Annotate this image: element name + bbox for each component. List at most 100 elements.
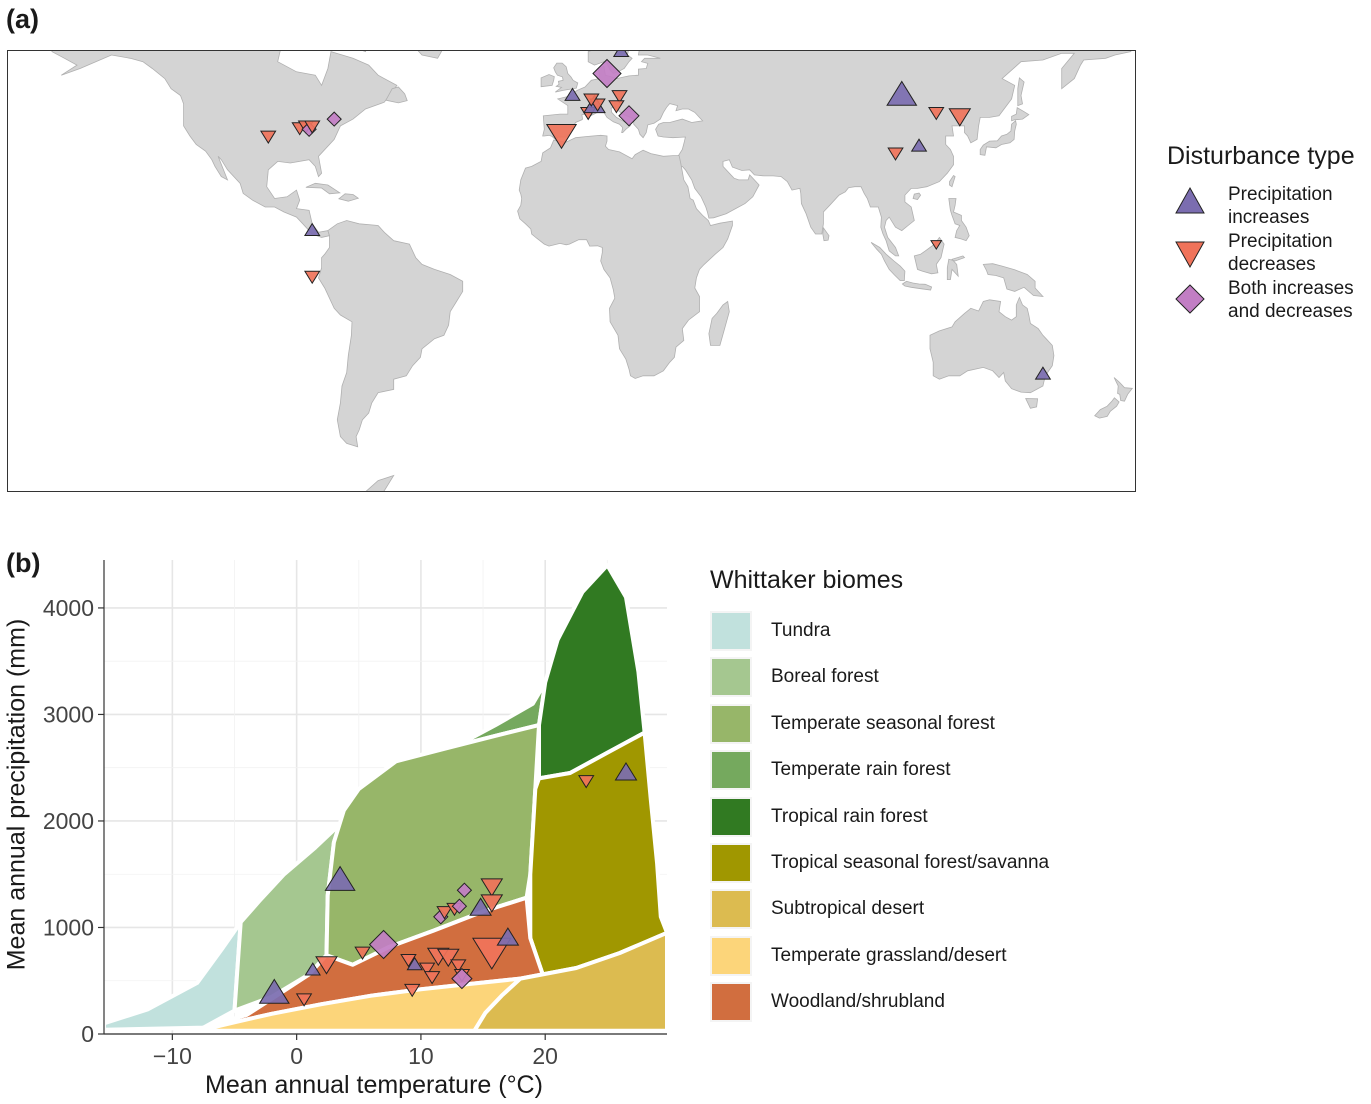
landmass-antarctica-peninsula xyxy=(365,474,395,491)
legend-item-decrease: Precipitation decreases xyxy=(1228,230,1333,276)
biome-legend-swatch xyxy=(712,705,750,742)
biome-legend-label: Temperate grassland/desert xyxy=(771,944,1007,966)
biome-legend-title: Whittaker biomes xyxy=(710,566,904,594)
landmass-hainan xyxy=(912,192,922,200)
landmass-cuba xyxy=(305,182,341,195)
landmass-north-america xyxy=(51,51,398,238)
biome-regions xyxy=(102,563,669,1033)
y-tick-label-3: 3000 xyxy=(43,701,94,727)
data-point-3 xyxy=(315,956,338,975)
biome-tropical-rain-forest xyxy=(537,563,647,781)
landmass-sakhalin xyxy=(1017,77,1025,107)
landmass-tasmania xyxy=(1025,398,1039,409)
biome-legend-swatch xyxy=(712,798,750,835)
legend-item-increase: Precipitation increases xyxy=(1228,183,1333,229)
landmass-arabia-sri-lanka xyxy=(822,226,830,242)
landmass-new-guinea xyxy=(982,263,1044,298)
panel-b-label: (b) xyxy=(6,548,41,578)
map-marker-15 xyxy=(612,51,630,57)
biome-legend-item: Temperate grassland/desert xyxy=(712,937,1132,974)
whittaker-chart: −10 0 10 20 0 1000 2000 3000 4000 xyxy=(43,560,669,1069)
landmass-greenland xyxy=(417,51,443,59)
map-marker-8 xyxy=(545,124,578,150)
data-point-17 xyxy=(451,898,468,914)
map-marker-21 xyxy=(948,108,972,127)
data-point-22 xyxy=(469,897,492,916)
y-tick-label-4: 4000 xyxy=(43,595,94,621)
biome-legend-label: Temperate seasonal forest xyxy=(771,712,995,734)
data-point-21 xyxy=(451,967,473,990)
landmass-japan xyxy=(979,120,1017,156)
map-marker-5 xyxy=(326,111,342,127)
biome-legend-item: Temperate rain forest xyxy=(712,752,1132,789)
biome-legend-swatch xyxy=(712,984,750,1021)
legend-item-increase-line2: increases xyxy=(1228,207,1310,228)
map-marker-13 xyxy=(583,93,600,107)
data-point-8 xyxy=(406,956,423,971)
data-point-18 xyxy=(456,882,473,898)
legend-triangle-up-icon xyxy=(1175,186,1205,214)
biome-legend-label: Tundra xyxy=(771,620,831,641)
biome-legend-item: Subtropical desert xyxy=(712,891,1132,928)
landmass-java xyxy=(901,280,933,291)
data-point-15 xyxy=(436,906,453,920)
data-point-4 xyxy=(324,865,356,891)
biome-legend-label: Tropical seasonal forest/savanna xyxy=(771,852,1050,873)
biome-legend-label: Subtropical desert xyxy=(771,898,925,920)
biome-legend-item: Boreal forest xyxy=(712,659,1132,696)
biome-legend-item: Woodland/shrubland xyxy=(712,984,1132,1021)
data-point-19 xyxy=(450,959,467,973)
biome-legend-label: Tropical rain forest xyxy=(771,805,928,827)
landmass-hispaniola xyxy=(338,193,360,202)
map-marker-9 xyxy=(564,87,581,101)
data-point-13 xyxy=(436,948,460,968)
landmass-eurasia xyxy=(542,51,1132,257)
map-marker-14 xyxy=(592,58,622,89)
data-point-26 xyxy=(496,927,520,946)
landmass-taiwan xyxy=(949,174,956,188)
map-marker-24 xyxy=(930,240,943,251)
landmass-new-zealand-s xyxy=(1094,397,1120,419)
legend-item-both-line2: and decreases xyxy=(1228,301,1353,322)
data-point-5 xyxy=(354,946,371,960)
chart-points xyxy=(258,762,638,1007)
legend-triangle-down-icon xyxy=(1175,241,1205,269)
biome-legend-item: Temperate seasonal forest xyxy=(712,705,1132,742)
biome-legend-label: Temperate rain forest xyxy=(771,759,951,781)
legend-item-increase-line1: Precipitation xyxy=(1228,184,1333,205)
disturbance-legend-symbols xyxy=(1175,186,1205,314)
legend-item-decrease-line1: Precipitation xyxy=(1228,231,1333,252)
biome-legend-swatch xyxy=(712,891,750,928)
data-point-25 xyxy=(472,937,512,970)
data-point-28 xyxy=(614,762,638,781)
data-point-24 xyxy=(480,894,504,913)
landmass-sumatra xyxy=(870,242,906,281)
map-marker-23 xyxy=(910,138,928,152)
legend-item-both: Both increases and decreases xyxy=(1228,277,1354,323)
data-point-9 xyxy=(404,983,421,998)
biome-subtropical-desert xyxy=(472,930,669,1033)
data-point-27 xyxy=(578,775,595,789)
legend-item-decrease-line2: decreases xyxy=(1228,254,1316,275)
biome-legend-swatch xyxy=(712,752,750,789)
map-marker-25 xyxy=(1034,366,1052,380)
biome-legend-item: Tropical seasonal forest/savanna xyxy=(712,845,1132,881)
map-marker-19 xyxy=(886,80,918,106)
x-axis-title: Mean annual temperature (°C) xyxy=(205,1071,543,1099)
biome-legend-item: Tundra xyxy=(712,613,1132,649)
map-marker-4 xyxy=(304,120,321,134)
biome-legend-swatch xyxy=(712,613,750,649)
legend-diamond-icon xyxy=(1175,284,1205,314)
x-tick-label-2: 10 xyxy=(408,1043,434,1069)
biome-legend-swatch xyxy=(712,845,750,881)
landmass-sulawesi xyxy=(946,255,966,280)
x-tick-label-3: 20 xyxy=(532,1043,558,1069)
y-tick-label-0: 0 xyxy=(81,1021,94,1047)
data-point-10 xyxy=(418,962,436,976)
landmass-newfoundland xyxy=(385,86,408,104)
biome-legend-item: Tropical rain forest xyxy=(712,798,1132,835)
landmass-great-britain xyxy=(553,62,579,93)
axes: −10 0 10 20 0 1000 2000 3000 4000 xyxy=(43,560,667,1069)
biome-legend-label: Boreal forest xyxy=(771,666,879,688)
panel-a-label: (a) xyxy=(6,4,39,34)
